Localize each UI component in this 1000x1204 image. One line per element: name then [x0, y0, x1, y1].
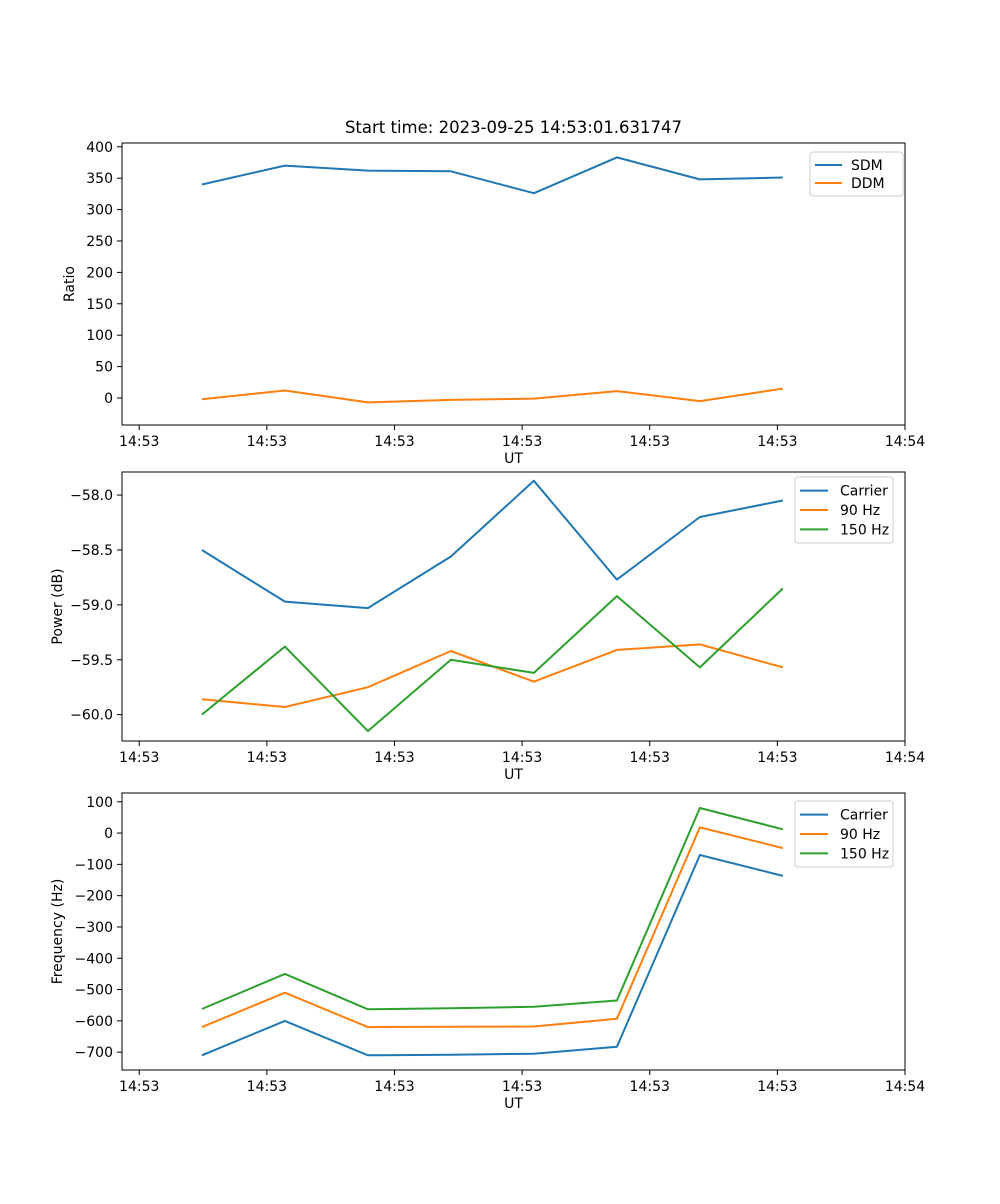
legend-label: 150 Hz [840, 522, 889, 538]
x-tick-label: 14:53 [630, 1079, 670, 1095]
x-axis-label: UT [504, 1096, 523, 1112]
line-90-hz [201, 826, 784, 1029]
x-tick-label: 14:53 [502, 750, 542, 766]
chart-ratio: Start time: 2023-09-25 14:53:01.631747 40… [62, 118, 925, 467]
y-axis-label: Power (dB) [50, 568, 66, 644]
x-tick-label: 14:53 [757, 1079, 797, 1095]
x-tick-label: 14:54 [885, 434, 925, 450]
legend-label: SDM [851, 158, 883, 174]
x-tick-label: 14:53 [374, 750, 414, 766]
y-tick-label: −200 [75, 889, 113, 905]
plot-frame [121, 792, 906, 1071]
y-axis-label: Frequency (Hz) [50, 879, 66, 985]
x-tick-label: 14:53 [757, 750, 797, 766]
x-tick-label: 14:53 [630, 434, 670, 450]
legend-label: DDM [851, 176, 885, 192]
y-tick-label: 100 [86, 795, 113, 811]
x-tick-label: 14:53 [247, 1079, 287, 1095]
x-tick-label: 14:53 [247, 434, 287, 450]
y-tick-label: −100 [75, 857, 113, 873]
y-tick-label: −300 [75, 920, 113, 936]
legend-box [809, 151, 904, 197]
x-tick-label: 14:53 [247, 750, 287, 766]
y-tick-label: 200 [86, 265, 113, 281]
line-90-hz [201, 643, 784, 708]
legend-box [794, 800, 894, 868]
y-tick-label: −60.0 [70, 708, 113, 724]
x-tick-label: 14:54 [885, 750, 925, 766]
x-tick-label: 14:53 [119, 434, 159, 450]
legend-label: Carrier [840, 484, 888, 500]
y-tick-label: −400 [75, 951, 113, 967]
legend: Carrier 90 Hz 150 Hz [794, 800, 894, 868]
plot-frame [121, 142, 906, 426]
legend: SDM DDM [809, 151, 904, 197]
y-tick-label: 400 [86, 140, 113, 156]
x-tick-label: 14:53 [374, 1079, 414, 1095]
x-tick-label: 14:53 [502, 434, 542, 450]
y-tick-label: 50 [95, 360, 113, 376]
y-tick-label: 300 [86, 203, 113, 219]
x-tick-label: 14:53 [119, 1079, 159, 1095]
chart-title: Start time: 2023-09-25 14:53:01.631747 [345, 118, 682, 137]
y-tick-label: 150 [86, 297, 113, 313]
x-tick-label: 14:54 [885, 1079, 925, 1095]
x-tick-label: 14:53 [630, 750, 670, 766]
legend-label: 90 Hz [840, 503, 880, 519]
chart-frequency: 100 0 −100 −200 −300 −400 −500 −600 −700 14:53 14:… [50, 792, 925, 1112]
legend-label: 150 Hz [840, 846, 889, 862]
chart-power: −58.0 −58.5 −59.0 −59.5 −60.0 14:53 14:53 14:53… [50, 471, 925, 783]
y-tick-label: 0 [104, 826, 113, 842]
y-tick-label: −700 [75, 1045, 113, 1061]
x-tick-label: 14:53 [374, 434, 414, 450]
y-tick-label: −500 [75, 983, 113, 999]
plot-frame [121, 471, 906, 742]
y-tick-label: 250 [86, 234, 113, 250]
line-ddm [201, 387, 784, 404]
legend: Carrier 90 Hz 150 Hz [794, 476, 894, 544]
x-axis-label: UT [504, 767, 523, 783]
y-tick-label: −59.0 [70, 598, 113, 614]
x-tick-label: 14:53 [119, 750, 159, 766]
x-tick-label: 14:53 [502, 1079, 542, 1095]
y-tick-label: 350 [86, 171, 113, 187]
line-carrier [201, 479, 784, 610]
y-tick-label: −600 [75, 1014, 113, 1030]
x-tick-label: 14:53 [757, 434, 797, 450]
y-tick-label: −58.0 [70, 488, 113, 504]
line-carrier [201, 854, 784, 1057]
legend-label: 90 Hz [840, 827, 880, 843]
line-sdm [201, 156, 783, 195]
y-axis-label: Ratio [62, 266, 78, 302]
y-tick-label: −59.5 [70, 653, 113, 669]
line-150-hz [201, 587, 784, 733]
legend-box [794, 476, 894, 544]
y-tick-label: 100 [86, 328, 113, 344]
y-tick-label: 0 [104, 391, 113, 407]
line-150-hz [201, 807, 784, 1011]
x-axis-label: UT [504, 451, 523, 467]
y-tick-label: −58.5 [70, 543, 113, 559]
legend-label: Carrier [840, 808, 888, 824]
